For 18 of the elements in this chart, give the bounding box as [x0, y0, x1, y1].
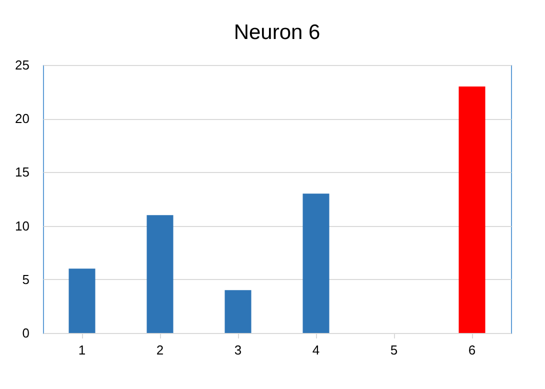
bar [68, 268, 96, 333]
x-tick-label: 1 [78, 342, 86, 358]
y-tick-label: 0 [22, 326, 30, 340]
y-tick-label: 15 [15, 164, 30, 180]
x-tick-label: 5 [390, 342, 398, 358]
x-tick-label: 3 [234, 342, 242, 358]
bar [302, 194, 330, 333]
y-tick-label: 10 [15, 218, 30, 234]
bar [458, 86, 486, 333]
y-tick-label: 20 [15, 111, 30, 126]
x-tick-label: 6 [468, 342, 476, 358]
x-tick-label: 2 [156, 342, 164, 358]
y-tick-label: 5 [22, 272, 30, 287]
bar [224, 290, 252, 333]
x-tick-label: 4 [312, 342, 320, 358]
y-tick-label: 25 [15, 58, 30, 72]
chart-title: Neuron 6 [234, 21, 320, 44]
bar [146, 215, 174, 333]
